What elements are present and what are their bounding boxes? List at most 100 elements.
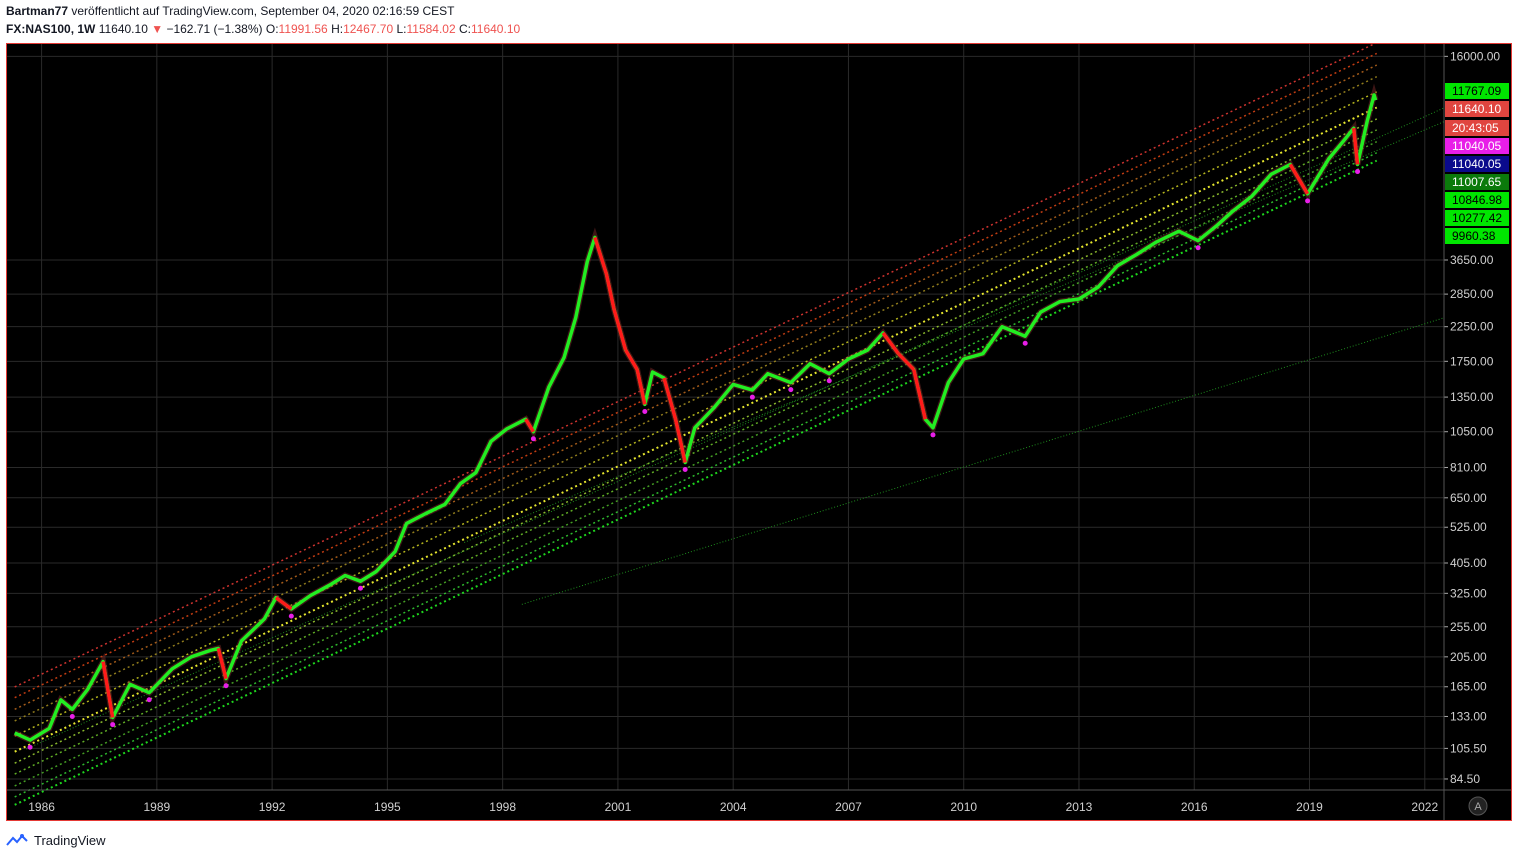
trough-marker <box>642 408 648 414</box>
chart-header-ohlc: FX:NAS100, 1W 11640.10 ▼ −162.71 (−1.38%… <box>6 22 520 36</box>
price-line <box>13 93 1378 742</box>
price-label-bg <box>1445 210 1509 226</box>
y-tick-label: 2850.00 <box>1450 287 1494 301</box>
x-tick-label: 1989 <box>143 800 170 814</box>
price-label: 11040.05 <box>1452 139 1501 153</box>
price-label-bg <box>1445 156 1509 172</box>
auto-scale-button[interactable] <box>1468 796 1488 816</box>
regression-channels <box>14 44 1445 806</box>
x-tick-label: 1995 <box>374 800 401 814</box>
price-chart[interactable]: 84.50 105.50 133.00 165.00 205.00 255.00 325.0… <box>7 44 1511 820</box>
decline-segment <box>912 369 928 420</box>
trough-marker <box>146 697 152 703</box>
price-label-bg <box>1445 120 1509 136</box>
trough-marker <box>27 744 33 750</box>
author-name[interactable]: Bartman77 <box>6 4 69 18</box>
price-label-bg <box>1445 138 1509 154</box>
trough-marker <box>69 713 75 719</box>
price-markers <box>27 169 1361 750</box>
x-tick-label: 2019 <box>1296 800 1323 814</box>
y-tick-label: 84.50 <box>1450 772 1480 786</box>
channel-line <box>14 129 1378 775</box>
y-tick-label: 405.00 <box>1450 556 1487 570</box>
tradingview-brand[interactable]: TradingView <box>34 832 106 848</box>
trough-marker <box>1022 340 1028 346</box>
x-tick-label: 2022 <box>1411 800 1438 814</box>
y-tick-label: 16000.00 <box>1450 49 1500 63</box>
decline-segment <box>1351 128 1360 165</box>
decline-segment <box>612 308 628 351</box>
trough-marker <box>930 432 936 438</box>
y-tick-label: 205.00 <box>1450 650 1487 664</box>
symbol-label: FX:NAS100, 1W <box>6 22 96 36</box>
decline-segment <box>624 349 639 371</box>
x-tick-label: 1998 <box>489 800 516 814</box>
trough-marker <box>1195 245 1201 251</box>
trend-line <box>521 317 1445 605</box>
price-shadow-line <box>13 83 1379 744</box>
trend-line <box>464 121 1445 543</box>
trough-marker <box>1305 198 1311 204</box>
x-tick-label: 2010 <box>950 800 977 814</box>
channel-line <box>14 118 1378 764</box>
channel-line <box>14 91 1378 737</box>
trough-marker <box>223 683 229 689</box>
open-label: O: <box>265 22 279 36</box>
decline-segment <box>524 418 535 433</box>
price-label-bg <box>1445 101 1509 117</box>
trough-marker <box>1355 169 1361 175</box>
y-tick-label: 133.00 <box>1450 709 1487 723</box>
price-label-bg <box>1445 192 1509 208</box>
y-tick-label: 1350.00 <box>1450 390 1494 404</box>
tradingview-logo-icon <box>6 833 28 847</box>
channel-line <box>14 76 1378 722</box>
decline-segment <box>881 331 900 355</box>
decline-segment <box>593 236 609 275</box>
decline-segment <box>604 273 616 310</box>
decline-segment <box>274 596 293 611</box>
decline-segment <box>101 661 115 718</box>
decline-segment <box>673 418 687 463</box>
decline-segment <box>662 377 678 420</box>
down-arrow-icon: ▼ <box>151 22 164 36</box>
x-tick-label: 2001 <box>605 800 632 814</box>
price-axis: 84.50 105.50 133.00 165.00 205.00 255.00 325.0… <box>1443 44 1500 820</box>
y-tick-label: 810.00 <box>1450 460 1487 474</box>
price-label: 11007.65 <box>1452 175 1501 189</box>
high-label: H: <box>331 22 344 36</box>
channel-line <box>14 44 1376 688</box>
price-label: 20:43:05 <box>1452 121 1499 135</box>
trough-marker <box>288 613 294 619</box>
channel-line <box>14 159 1378 806</box>
price-series <box>13 83 1379 744</box>
y-tick-label: 165.00 <box>1450 680 1487 694</box>
decline-segment <box>1288 163 1310 195</box>
price-change: −162.71 (−1.38%) <box>166 22 263 36</box>
channel-line <box>14 141 1378 787</box>
channel-line <box>14 52 1378 699</box>
decline-segment <box>897 352 916 371</box>
chart-frame[interactable]: 84.50 105.50 133.00 165.00 205.00 255.00 325.0… <box>6 43 1512 821</box>
price-label-bg <box>1445 174 1509 190</box>
y-tick-label: 3650.00 <box>1450 253 1494 267</box>
trend-line <box>26 107 1445 750</box>
x-tick-label: 2004 <box>720 800 747 814</box>
y-tick-label: 325.00 <box>1450 586 1487 600</box>
price-label: 10846.98 <box>1452 193 1502 207</box>
trough-marker <box>749 394 755 400</box>
y-tick-label: 105.50 <box>1450 741 1487 755</box>
trough-marker <box>110 722 116 728</box>
y-tick-label: 525.00 <box>1450 520 1487 534</box>
trough-marker <box>682 467 688 473</box>
price-label: 11640.10 <box>1452 102 1501 116</box>
open-value: 11991.56 <box>278 22 328 36</box>
trough-marker <box>530 436 536 442</box>
last-price: 11640.10 <box>98 22 148 36</box>
low-label: L: <box>396 22 407 36</box>
auto-scale-label: A <box>1474 801 1482 813</box>
y-tick-label: 650.00 <box>1450 491 1487 505</box>
price-label-bg <box>1445 228 1509 244</box>
x-tick-label: 2007 <box>835 800 862 814</box>
price-label: 11040.05 <box>1452 157 1501 171</box>
high-value: 12467.70 <box>343 22 394 36</box>
